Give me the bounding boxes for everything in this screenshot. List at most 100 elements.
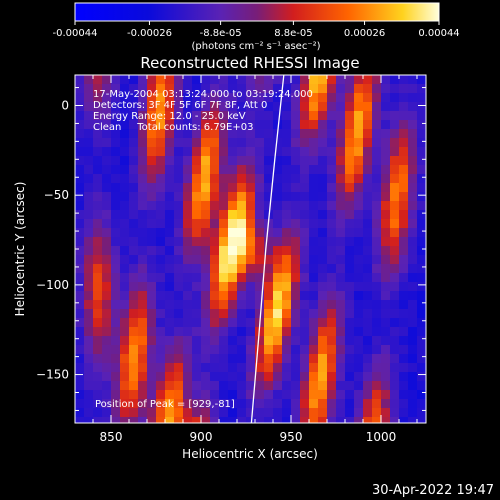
- heatmap-cell: [354, 381, 364, 391]
- heatmap-cell: [372, 336, 382, 346]
- heatmap-cell: [291, 147, 301, 157]
- heatmap-cell: [309, 246, 319, 256]
- heatmap-cell: [309, 327, 319, 337]
- heatmap-cell: [336, 300, 346, 310]
- heatmap-cell: [192, 228, 202, 238]
- heatmap-cell: [93, 372, 103, 382]
- heatmap-cell: [192, 246, 202, 256]
- heatmap-cell: [102, 309, 112, 319]
- heatmap-cell: [75, 372, 85, 382]
- heatmap-cell: [381, 183, 391, 193]
- heatmap-cell: [156, 417, 166, 423]
- heatmap-cell: [174, 363, 184, 373]
- heatmap-cell: [255, 381, 265, 391]
- heatmap-cell: [408, 381, 418, 391]
- heatmap-cell: [309, 408, 319, 418]
- heatmap-cell: [129, 93, 139, 103]
- heatmap-cell: [408, 75, 418, 85]
- heatmap-cell: [282, 399, 292, 409]
- heatmap-cell: [75, 93, 85, 103]
- heatmap-cell: [273, 147, 283, 157]
- heatmap-cell: [255, 309, 265, 319]
- heatmap-cell: [138, 408, 148, 418]
- heatmap-cell: [111, 120, 121, 130]
- colorbar-tick-label: -0.00026: [127, 28, 172, 39]
- heatmap-cell: [210, 300, 220, 310]
- peak-position-label: Position of Peak = [929,-81]: [95, 399, 235, 410]
- heatmap-cell: [327, 381, 337, 391]
- heatmap-cell: [255, 255, 265, 265]
- colorbar-tick-label: -8.8e-05: [200, 28, 242, 39]
- heatmap-cell: [372, 282, 382, 292]
- heatmap-cell: [390, 192, 400, 202]
- heatmap-cell: [282, 129, 292, 139]
- heatmap-cell: [264, 408, 274, 418]
- heatmap-cell: [336, 201, 346, 211]
- heatmap-cell: [93, 219, 103, 229]
- heatmap-cell: [102, 102, 112, 112]
- heatmap-cell: [417, 408, 426, 418]
- heatmap-cell: [228, 219, 238, 229]
- heatmap-cell: [138, 201, 148, 211]
- heatmap-cell: [165, 246, 175, 256]
- heatmap-cell: [309, 174, 319, 184]
- heatmap-cell: [183, 75, 193, 85]
- heatmap-cell: [327, 201, 337, 211]
- heatmap-cell: [327, 417, 337, 423]
- heatmap-cell: [381, 309, 391, 319]
- heatmap-cell: [255, 183, 265, 193]
- heatmap-cell: [363, 138, 373, 148]
- heatmap-cell: [300, 300, 310, 310]
- heatmap-cell: [192, 309, 202, 319]
- heatmap-cell: [273, 255, 283, 265]
- heatmap-cell: [237, 291, 247, 301]
- heatmap-cell: [111, 390, 121, 400]
- heatmap-cell: [237, 255, 247, 265]
- heatmap-cell: [327, 75, 337, 85]
- heatmap-cell: [318, 156, 328, 166]
- heatmap-cell: [255, 246, 265, 256]
- heatmap-cell: [372, 255, 382, 265]
- heatmap-cell: [264, 372, 274, 382]
- heatmap-cell: [408, 156, 418, 166]
- heatmap-cell: [390, 300, 400, 310]
- heatmap-cell: [156, 390, 166, 400]
- heatmap-cell: [156, 228, 166, 238]
- heatmap-cell: [237, 309, 247, 319]
- heatmap-cell: [192, 75, 202, 85]
- heatmap-cell: [345, 237, 355, 247]
- heatmap-cell: [102, 354, 112, 364]
- heatmap-cell: [399, 192, 409, 202]
- heatmap-cell: [354, 354, 364, 364]
- heatmap-cell: [282, 147, 292, 157]
- heatmap-cell: [354, 282, 364, 292]
- heatmap-cell: [93, 408, 103, 418]
- heatmap-cell: [147, 156, 157, 166]
- heatmap-cell: [174, 381, 184, 391]
- heatmap-cell: [354, 345, 364, 355]
- heatmap-cell: [291, 255, 301, 265]
- heatmap-cell: [237, 300, 247, 310]
- heatmap-cell: [354, 237, 364, 247]
- heatmap-cell: [147, 246, 157, 256]
- heatmap-cell: [93, 363, 103, 373]
- heatmap-cell: [255, 120, 265, 130]
- heatmap-cell: [264, 345, 274, 355]
- heatmap-cell: [318, 147, 328, 157]
- heatmap-cell: [156, 210, 166, 220]
- heatmap-cell: [399, 210, 409, 220]
- heatmap-cell: [345, 363, 355, 373]
- heatmap-cell: [327, 282, 337, 292]
- heatmap-cell: [228, 210, 238, 220]
- heatmap-cell: [228, 273, 238, 283]
- heatmap-cell: [84, 129, 94, 139]
- heatmap-cell: [219, 129, 229, 139]
- heatmap-cell: [336, 237, 346, 247]
- heatmap-cell: [291, 120, 301, 130]
- heatmap-cell: [327, 291, 337, 301]
- heatmap-cell: [336, 336, 346, 346]
- heatmap-cell: [390, 345, 400, 355]
- heatmap-cell: [75, 174, 85, 184]
- heatmap-cell: [219, 372, 229, 382]
- heatmap-cell: [84, 282, 94, 292]
